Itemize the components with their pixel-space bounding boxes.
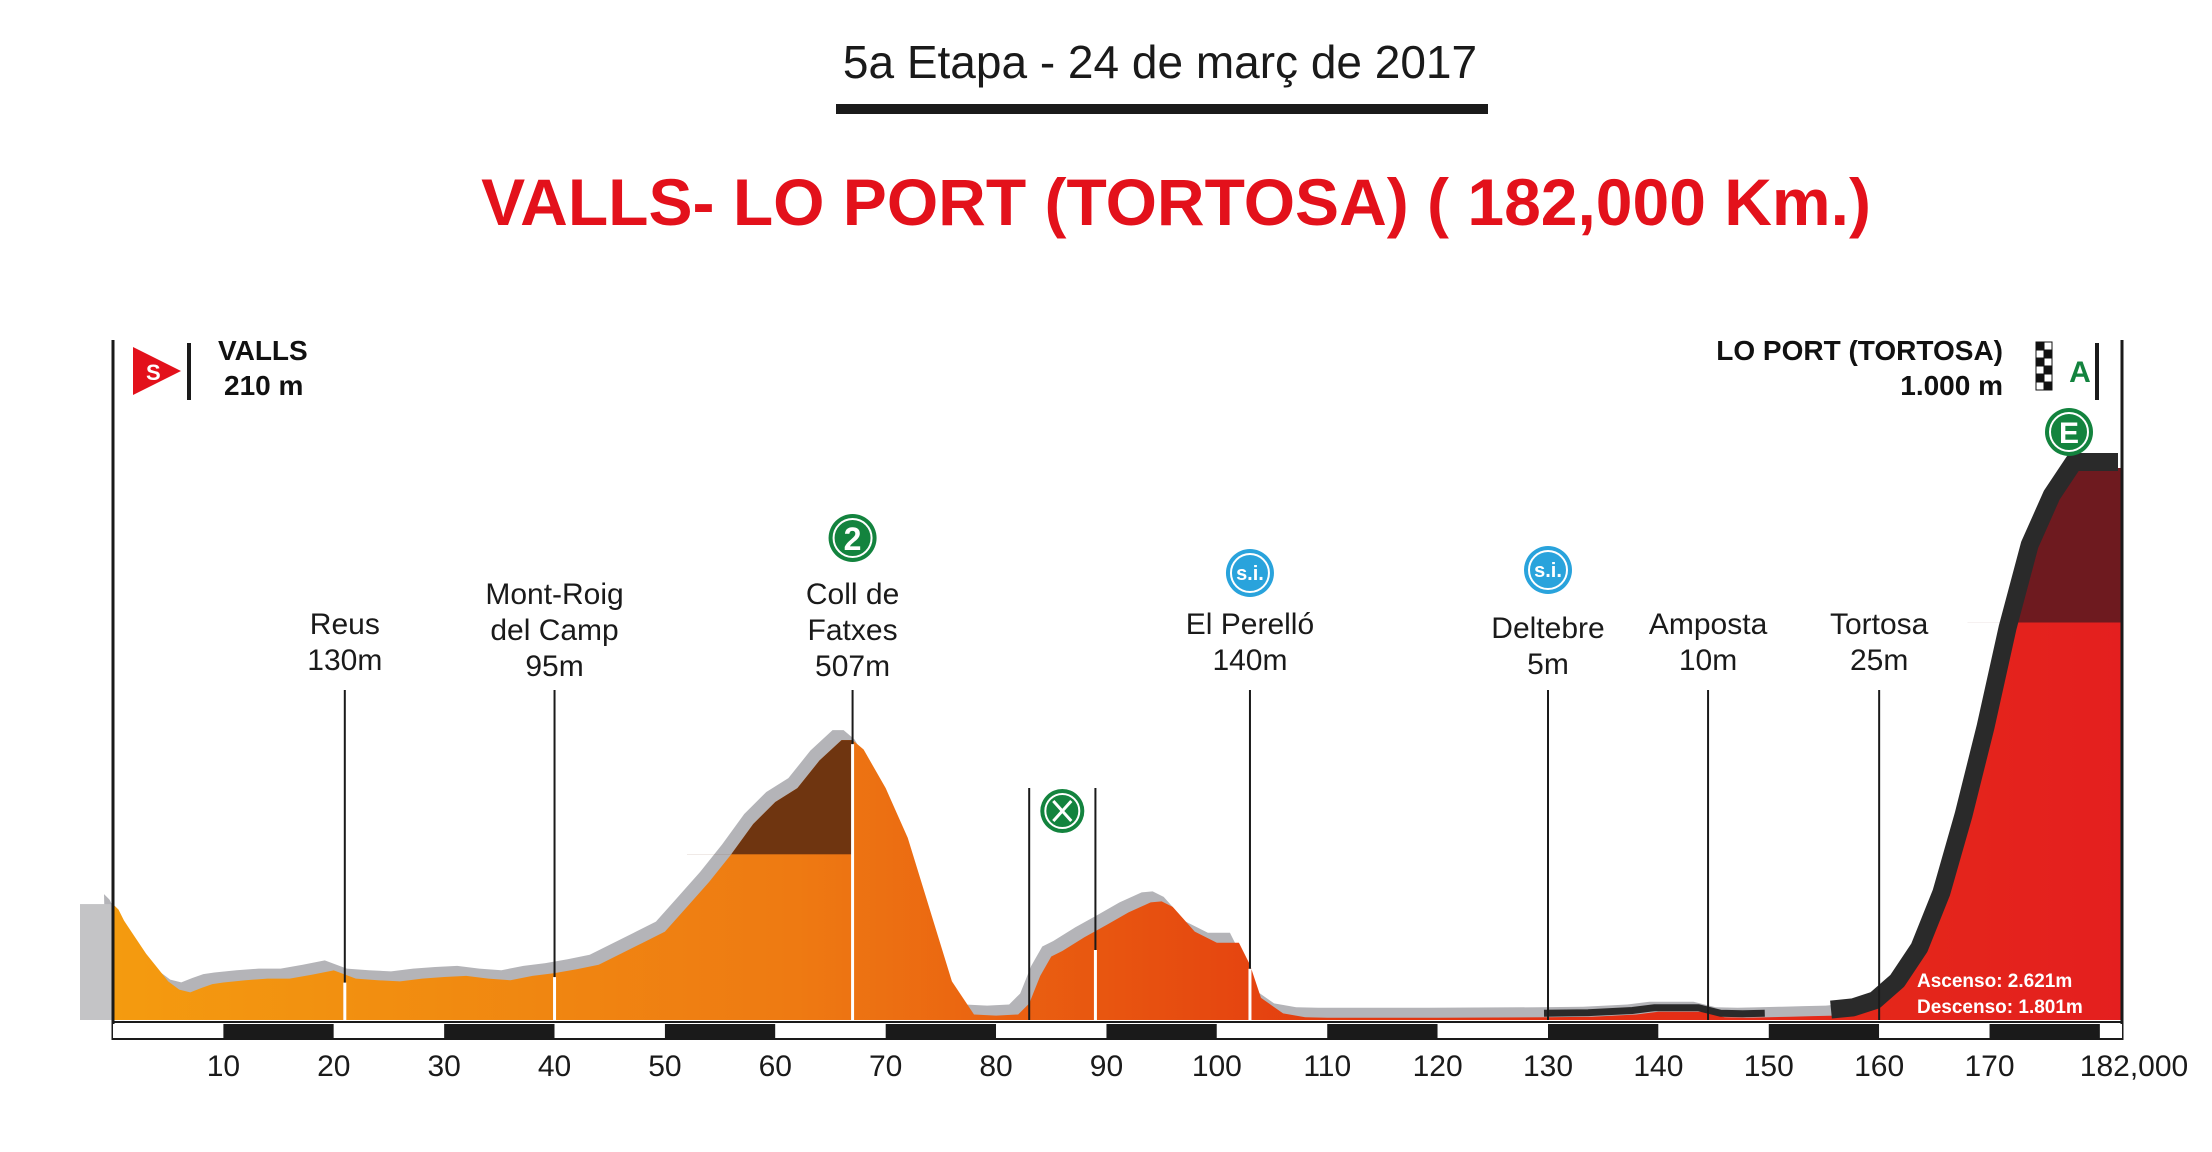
- axis-tick-label: 140: [1633, 1050, 1683, 1083]
- axis-segment: [2099, 1024, 2122, 1038]
- finish-altitude: 1.000 m: [1900, 370, 2003, 401]
- waypoint-name: El Perelló: [1186, 608, 1314, 641]
- waypoint-altitude: 25m: [1850, 644, 1908, 677]
- start-name: VALLS: [218, 335, 308, 366]
- intermediate-sprint-icon: s.i.: [1225, 549, 1274, 597]
- axis-segment: [1879, 1024, 1990, 1038]
- waypoint-altitude: 130m: [307, 644, 382, 677]
- axis-tick-label: 60: [759, 1050, 792, 1083]
- waypoint-name-line2: del Camp: [490, 614, 618, 647]
- waypoint-name: Amposta: [1649, 608, 1768, 641]
- axis-segment: [1106, 1024, 1217, 1038]
- axis-tick-label: 40: [538, 1050, 571, 1083]
- axis-segment: [1989, 1024, 2100, 1038]
- category-e-label: E: [2059, 417, 2079, 450]
- axis-segment: [1658, 1024, 1769, 1038]
- axis-segment: [1548, 1024, 1659, 1038]
- axis-tick-label: 100: [1192, 1050, 1242, 1083]
- climb-coll-de-fatxes: [687, 740, 853, 855]
- axis-tick-label: 90: [1090, 1050, 1123, 1083]
- ascent-stat: Ascenso: 2.621m: [1917, 971, 2072, 992]
- axis-tick-label: 70: [869, 1050, 902, 1083]
- stage-date: 5a Etapa - 24 de març de 2017: [843, 36, 1477, 88]
- axis-tick-label: 120: [1413, 1050, 1463, 1083]
- axis-tick-label: 50: [648, 1050, 681, 1083]
- distance-axis: 10 20 30 40 50 60 70 80 90 100 110 120 130 140 150 160 1…: [113, 1021, 2188, 1083]
- axis-segment: [996, 1024, 1107, 1038]
- profile-layer: [80, 453, 2122, 1020]
- axis-tick-label: 130: [1523, 1050, 1573, 1083]
- start-altitude: 210 m: [224, 370, 303, 401]
- feed-zone: [1028, 788, 1097, 1020]
- sprint-label: s.i.: [1236, 563, 1264, 585]
- axis-segment: [554, 1024, 665, 1038]
- intermediate-sprint-icon: s.i.: [1524, 546, 1572, 594]
- waypoint-name-line2: Fatxes: [808, 614, 898, 647]
- sprint-label: s.i.: [1534, 560, 1562, 582]
- waypoint-name-line1: Mont-Roig: [485, 578, 623, 611]
- waypoint-altitude: 95m: [525, 650, 583, 683]
- descent-stat: Descenso: 1.801m: [1917, 997, 2083, 1018]
- waypoint-name: Tortosa: [1830, 608, 1929, 641]
- axis-segment: [1216, 1024, 1328, 1038]
- start-cap: [80, 904, 113, 1020]
- checkered-flag-icon: [2035, 341, 2053, 391]
- feed-zone-cutlery-icon: [1040, 789, 1085, 833]
- waypoint-altitude: 5m: [1527, 648, 1569, 681]
- profile-area: [113, 468, 2122, 1020]
- axis-segment: [1437, 1024, 1548, 1038]
- axis-tick-label: 170: [1965, 1050, 2015, 1083]
- finish-badge-label: A: [2069, 356, 2091, 389]
- climb-category-2-icon: 2: [828, 514, 877, 562]
- start-flag-icon: S: [133, 343, 191, 400]
- finish-name: LO PORT (TORTOSA): [1716, 335, 2003, 366]
- axis-segment: [113, 1024, 224, 1038]
- delta-edge: [1543, 1004, 1765, 1018]
- axis-tick-label: 20: [317, 1050, 350, 1083]
- waypoint-name-line1: Coll de: [806, 578, 899, 611]
- axis-segment: [1768, 1024, 1880, 1038]
- axis-segment: [333, 1024, 445, 1038]
- axis-tick-label: 160: [1854, 1050, 1904, 1083]
- waypoint-name: Deltebre: [1491, 612, 1604, 645]
- axis-segment: [775, 1024, 886, 1038]
- axis-tick-label: 30: [427, 1050, 460, 1083]
- axis-tick-label: 150: [1744, 1050, 1794, 1083]
- axis-segment: [223, 1024, 334, 1038]
- axis-tick-label: 182,000: [2080, 1050, 2188, 1083]
- header-underline: [836, 104, 1488, 114]
- waypoint-altitude: 507m: [815, 650, 890, 683]
- climb-category-label: 2: [844, 521, 862, 557]
- waypoint-name: Reus: [310, 608, 380, 641]
- stage-title: VALLS- LO PORT (TORTOSA) ( 182,000 Km.): [481, 165, 1871, 239]
- waypoint-altitude: 140m: [1212, 644, 1287, 677]
- start-badge-label: S: [146, 360, 161, 385]
- axis-tick-label: 10: [207, 1050, 240, 1083]
- axis-segment: [1327, 1024, 1438, 1038]
- axis-segment: [664, 1024, 776, 1038]
- axis-tick-label: 80: [979, 1050, 1012, 1083]
- category-e-badge-icon: E: [2045, 408, 2093, 456]
- axis-segment: [885, 1024, 997, 1038]
- waypoint-altitude: 10m: [1679, 644, 1737, 677]
- axis-tick-label: 110: [1303, 1050, 1351, 1083]
- axis-segment: [444, 1024, 555, 1038]
